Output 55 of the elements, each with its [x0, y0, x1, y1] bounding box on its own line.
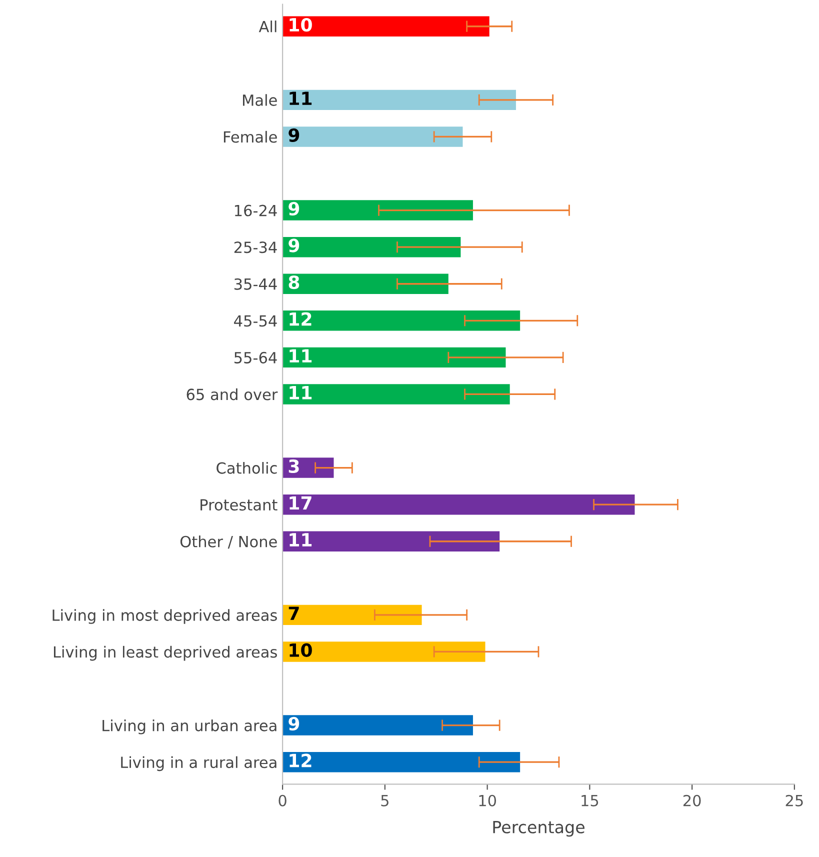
bar: [282, 642, 486, 662]
bar: [282, 347, 506, 368]
y-tick-label: Living in a rural area: [121, 756, 276, 772]
y-tick-label: 65 and over: [186, 388, 278, 400]
x-tick-label: 5: [381, 795, 388, 806]
bar: [282, 604, 422, 626]
data-label: 12: [290, 312, 312, 326]
bar: [282, 310, 520, 331]
y-tick-label: 45-54: [234, 315, 277, 327]
y-tick-label: 16-24: [234, 204, 277, 216]
data-label: 11: [290, 533, 312, 546]
y-tick-label: Male: [243, 94, 277, 106]
bar: [282, 200, 473, 220]
bar: [282, 90, 516, 110]
bar: [282, 715, 473, 736]
y-tick-label: Protestant: [200, 499, 278, 511]
bar: [282, 458, 334, 478]
data-label: 12: [290, 754, 312, 768]
bar: [282, 531, 500, 552]
bar: [282, 16, 490, 36]
y-tick-label: All: [258, 20, 276, 32]
data-label: 11: [290, 92, 312, 105]
bar: [282, 126, 463, 147]
x-tick-label: 20: [683, 794, 701, 806]
data-label: 10: [290, 643, 312, 657]
data-label: 9: [288, 128, 300, 142]
data-label: 8: [288, 275, 300, 290]
y-tick-label: Living in most deprived areas: [52, 609, 277, 624]
x-tick-label: 25: [786, 794, 803, 806]
data-label: 11: [290, 349, 312, 362]
y-tick-label: Living in an urban area: [102, 719, 276, 734]
data-label: 11: [290, 386, 312, 400]
y-tick-label: 25-34: [234, 242, 277, 254]
data-label: 9: [288, 202, 300, 216]
data-label: 9: [288, 716, 300, 731]
y-tick-label: Other / None: [180, 536, 277, 549]
y-tick-label: Female: [224, 130, 277, 143]
y-tick-label: Catholic: [216, 462, 277, 474]
bar: [282, 274, 448, 294]
data-label: 7: [288, 606, 299, 620]
data-label: 3: [288, 459, 299, 474]
y-tick-label: 35-44: [234, 278, 277, 290]
data-label: 17: [290, 496, 312, 510]
x-tick-label: 10: [479, 794, 496, 806]
bar: [282, 236, 461, 258]
x-axis-title: Percentage: [493, 820, 584, 837]
bar: [282, 752, 520, 772]
data-label: 9: [288, 238, 300, 252]
bar: [282, 494, 635, 515]
x-tick-label: 0: [278, 794, 286, 806]
y-tick-label: 55-64: [234, 352, 277, 364]
data-label: 10: [290, 18, 312, 32]
x-tick-label: 15: [582, 795, 598, 806]
y-tick-label: Living in least deprived areas: [54, 646, 277, 661]
bar: [282, 384, 510, 404]
